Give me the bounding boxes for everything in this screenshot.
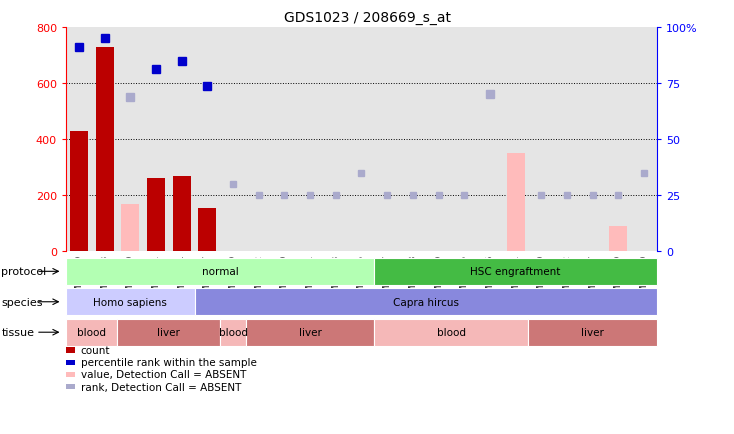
Bar <box>349 28 374 252</box>
Bar <box>631 28 657 252</box>
Bar <box>147 179 165 252</box>
Text: count: count <box>81 345 110 355</box>
Text: blood: blood <box>77 328 106 337</box>
Bar <box>451 28 477 252</box>
Bar <box>95 48 114 252</box>
Bar <box>477 28 503 252</box>
Bar <box>426 28 451 252</box>
Bar <box>121 204 139 252</box>
Bar <box>323 28 349 252</box>
Text: normal: normal <box>202 267 239 276</box>
Bar <box>92 28 117 252</box>
Text: liver: liver <box>299 328 321 337</box>
Text: GDS1023 / 208669_s_at: GDS1023 / 208669_s_at <box>283 11 451 25</box>
Text: species: species <box>1 297 43 307</box>
Text: tissue: tissue <box>1 328 34 337</box>
Bar <box>506 154 525 252</box>
Bar <box>606 28 631 252</box>
Bar <box>297 28 323 252</box>
Bar <box>609 227 628 252</box>
Text: value, Detection Call = ABSENT: value, Detection Call = ABSENT <box>81 370 246 379</box>
Text: Homo sapiens: Homo sapiens <box>93 297 167 307</box>
Bar <box>580 28 606 252</box>
Bar <box>220 28 246 252</box>
Bar <box>195 28 220 252</box>
Bar <box>143 28 169 252</box>
Text: protocol: protocol <box>1 267 47 276</box>
Bar <box>66 28 92 252</box>
Bar <box>400 28 426 252</box>
Bar <box>246 28 272 252</box>
Text: blood: blood <box>437 328 466 337</box>
Text: HSC engraftment: HSC engraftment <box>470 267 561 276</box>
Text: liver: liver <box>157 328 181 337</box>
Bar <box>198 208 217 252</box>
Bar <box>172 176 191 252</box>
Bar <box>374 28 400 252</box>
Bar <box>70 132 88 252</box>
Bar <box>528 28 554 252</box>
Bar <box>169 28 195 252</box>
Bar <box>503 28 528 252</box>
Text: blood: blood <box>219 328 247 337</box>
Text: Capra hircus: Capra hircus <box>393 297 459 307</box>
Bar <box>554 28 580 252</box>
Text: rank, Detection Call = ABSENT: rank, Detection Call = ABSENT <box>81 382 241 391</box>
Bar <box>117 28 143 252</box>
Bar <box>272 28 297 252</box>
Text: liver: liver <box>581 328 604 337</box>
Text: percentile rank within the sample: percentile rank within the sample <box>81 358 257 367</box>
